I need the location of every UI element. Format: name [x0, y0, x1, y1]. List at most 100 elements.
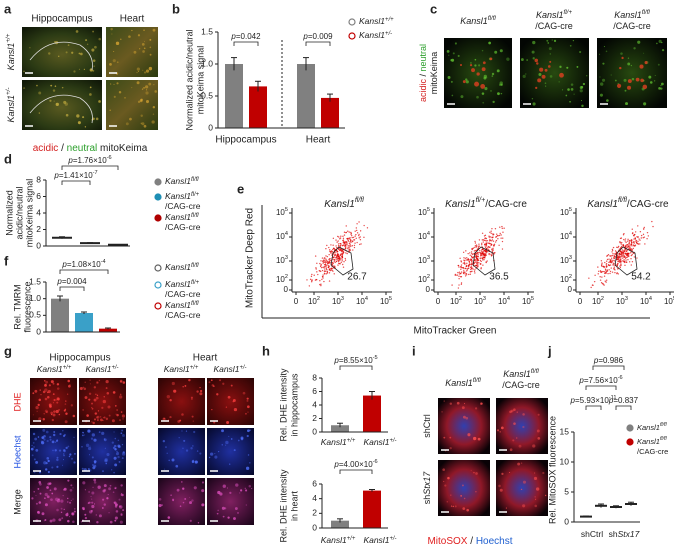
event-dot [491, 250, 494, 252]
event-dot [340, 243, 342, 245]
text-run: p [333, 460, 339, 469]
speckle [172, 499, 174, 502]
event-dot [626, 246, 628, 249]
text-run: /CAG-cre [627, 199, 669, 210]
label: Heart [193, 353, 218, 364]
speckle [111, 469, 113, 471]
text-run: acidic [418, 79, 428, 103]
speckle [549, 53, 551, 55]
speckle [67, 379, 71, 383]
text-run: / [418, 72, 428, 80]
speckle [72, 498, 74, 500]
speckle [532, 444, 536, 448]
event-dot [502, 231, 504, 233]
event-dot [341, 244, 344, 247]
speckle [496, 429, 500, 432]
speckle [245, 466, 250, 470]
event-dot [321, 276, 324, 278]
speckle [102, 419, 104, 421]
event-dot [347, 245, 349, 247]
speckle [532, 57, 535, 60]
speckle [462, 415, 466, 419]
speckle [639, 64, 644, 69]
event-dot [613, 260, 616, 262]
event-dot [339, 263, 341, 265]
legend-marker [348, 18, 356, 26]
text-run: =7.56×10 [584, 376, 618, 385]
event-dot [326, 272, 329, 274]
event-dot [463, 271, 465, 274]
legend-marker [348, 32, 356, 40]
panel-letter: j [547, 343, 552, 358]
speckle [450, 494, 452, 496]
event-dot [314, 255, 317, 257]
speckle [569, 101, 571, 103]
speckle [492, 100, 495, 104]
event-dot [345, 240, 347, 243]
event-dot [635, 239, 638, 242]
speckle [62, 495, 64, 497]
event-dot [475, 254, 477, 256]
x-tick-label: 0 [578, 297, 583, 306]
event-dot [465, 272, 468, 275]
micrograph [496, 460, 548, 516]
event-dot [458, 284, 460, 286]
speckle [246, 399, 249, 402]
speckle [63, 508, 65, 510]
event-dot [605, 269, 607, 271]
event-dot [485, 249, 487, 252]
event-dot [335, 256, 338, 259]
speckle [109, 109, 111, 111]
event-dot [477, 255, 479, 258]
speckle [143, 86, 145, 89]
event-dot [618, 261, 621, 263]
event-dot [323, 257, 325, 259]
legend-marker [154, 214, 162, 222]
text-run: fl/fl [618, 197, 627, 204]
event-dot [470, 256, 473, 258]
speckle [499, 488, 503, 492]
event-dot [328, 272, 331, 274]
event-dot [626, 256, 628, 259]
speckle [582, 82, 586, 86]
label: shStx17 [422, 471, 432, 505]
speckle [75, 30, 79, 33]
speckle [531, 50, 535, 54]
event-dot [463, 262, 466, 264]
event-dot [629, 252, 632, 254]
event-dot [341, 256, 344, 258]
event-dot [359, 243, 361, 246]
speckle [625, 102, 629, 106]
speckle [469, 61, 472, 64]
event-dot [333, 247, 335, 250]
speckle [88, 491, 90, 493]
speckle [251, 488, 253, 490]
speckle [103, 416, 106, 419]
label: Hoechst [12, 435, 22, 469]
speckle [443, 400, 445, 402]
bar [297, 64, 315, 128]
y-tick-label: 103 [418, 255, 430, 265]
text-run: fl/+ [191, 192, 200, 198]
event-dot [472, 268, 474, 270]
text-run: /CAG-cre [165, 222, 201, 232]
speckle [545, 85, 547, 87]
event-dot [342, 266, 345, 268]
text-run: fl/fl [531, 368, 540, 375]
event-dot [336, 247, 338, 249]
speckle [84, 381, 86, 383]
x-tick-label: 104 [640, 296, 652, 306]
speckle [34, 437, 38, 441]
speckle [113, 456, 117, 460]
speckle [93, 503, 96, 505]
speckle [119, 520, 123, 524]
text-run: =4.00×10 [339, 460, 373, 469]
text-run: p [608, 396, 614, 405]
legend-marker [154, 281, 162, 289]
text-run: -5 [373, 355, 378, 361]
event-dot [460, 260, 462, 262]
speckle [201, 489, 205, 493]
event-dot [483, 239, 485, 241]
text-run: 0 [568, 285, 573, 294]
speckle [39, 482, 42, 486]
